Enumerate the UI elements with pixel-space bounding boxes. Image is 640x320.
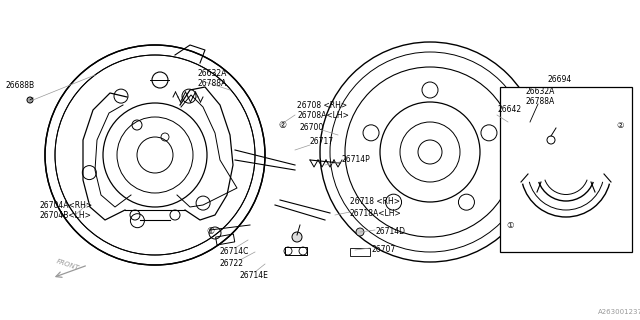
- Text: 26718 <RH>: 26718 <RH>: [350, 197, 400, 206]
- Text: 26708 <RH>: 26708 <RH>: [297, 100, 347, 109]
- Text: 26700: 26700: [300, 123, 324, 132]
- Text: 26704B<LH>: 26704B<LH>: [40, 212, 92, 220]
- Text: FRONT: FRONT: [56, 259, 80, 272]
- Text: 26688B: 26688B: [5, 81, 34, 90]
- Text: 26707: 26707: [372, 245, 396, 254]
- Text: 26694: 26694: [548, 76, 572, 84]
- Text: ①: ①: [206, 228, 214, 236]
- Text: A263001237: A263001237: [598, 309, 640, 315]
- Text: 26714E: 26714E: [240, 271, 269, 281]
- Text: ②: ②: [278, 121, 286, 130]
- Text: 26704A<RH>: 26704A<RH>: [40, 201, 93, 210]
- Text: 26642: 26642: [498, 106, 522, 115]
- Text: ①: ①: [506, 220, 514, 229]
- Circle shape: [356, 228, 364, 236]
- Text: 26714C: 26714C: [220, 247, 250, 257]
- Bar: [350, 248, 370, 256]
- Circle shape: [524, 116, 536, 128]
- Text: 26632A: 26632A: [198, 68, 227, 77]
- Text: 26714D: 26714D: [376, 228, 406, 236]
- Text: 26788A: 26788A: [198, 78, 227, 87]
- Text: 26708A<LH>: 26708A<LH>: [297, 110, 349, 119]
- Text: 26722: 26722: [220, 259, 244, 268]
- Text: 26718A<LH>: 26718A<LH>: [350, 209, 402, 218]
- Text: 26632A: 26632A: [525, 87, 554, 97]
- Text: 26714P: 26714P: [342, 155, 371, 164]
- Text: 26788A: 26788A: [525, 98, 554, 107]
- Circle shape: [292, 232, 302, 242]
- Circle shape: [27, 97, 33, 103]
- Bar: [500, 87, 632, 252]
- Text: 26717: 26717: [310, 138, 334, 147]
- Text: ②: ②: [616, 121, 624, 130]
- Bar: [285, 247, 307, 255]
- Bar: [216, 234, 235, 245]
